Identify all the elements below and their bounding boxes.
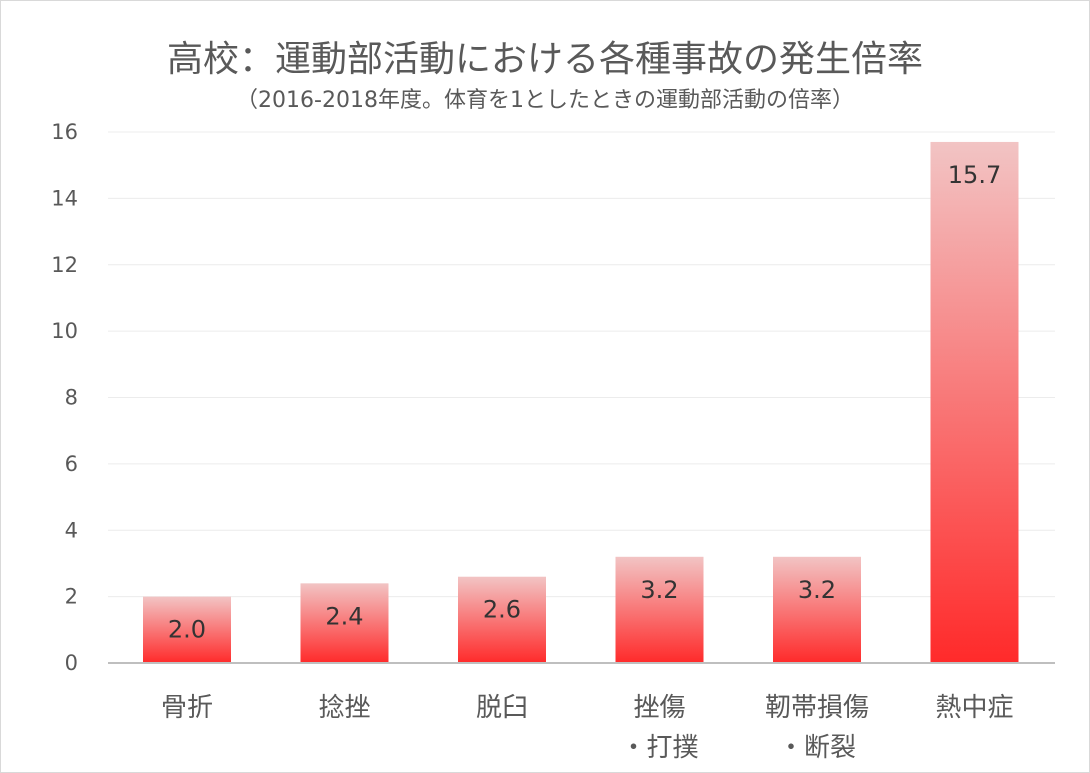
data-label: 2.6 (483, 596, 521, 624)
y-tick-label: 12 (51, 253, 78, 277)
bar (458, 576, 546, 663)
bar (300, 583, 389, 663)
y-tick-label: 10 (51, 319, 78, 343)
x-tick-label: ・打撲 (620, 733, 698, 763)
data-label: 3.2 (798, 576, 836, 604)
bars (143, 141, 1019, 664)
bar (773, 556, 861, 663)
data-label: 2.0 (168, 616, 206, 644)
labels: 0 2 4 6 8 10 12 14 16 2.0 骨折 2.4 捻挫 2.6 脱臼 3.2 挫傷・打撲 3.2 靭… (51, 120, 1013, 763)
data-label: 3.2 (640, 576, 678, 604)
y-tick-label: 2 (65, 585, 78, 609)
bar (930, 141, 1019, 664)
x-tick-label: 捻挫 (318, 693, 370, 723)
x-tick-label: ・断裂 (778, 733, 856, 763)
x-tick-label: 熱中症 (935, 693, 1013, 723)
y-tick-label: 4 (65, 518, 78, 542)
gridlines (108, 131, 1055, 598)
y-tick-label: 0 (65, 651, 78, 675)
chart-title: 高校：運動部活動における各種事故の発生倍率 (166, 39, 923, 80)
bar (615, 556, 704, 663)
y-tick-label: 6 (65, 452, 78, 476)
x-tick-label: 靭帯損傷 (765, 693, 869, 723)
y-tick-label: 8 (65, 386, 78, 410)
y-tick-label: 14 (51, 186, 78, 210)
y-tick-label: 16 (51, 120, 78, 144)
data-label: 2.4 (325, 602, 363, 630)
data-label: 15.7 (948, 161, 1001, 189)
chart-subtitle: （2016-2018年度。体育を1としたときの運動部活動の倍率） (236, 88, 854, 113)
bar (143, 596, 231, 663)
x-tick-label: 脱臼 (476, 693, 528, 723)
x-tick-label: 挫傷 (633, 693, 685, 723)
x-tick-label: 骨折 (161, 693, 213, 723)
